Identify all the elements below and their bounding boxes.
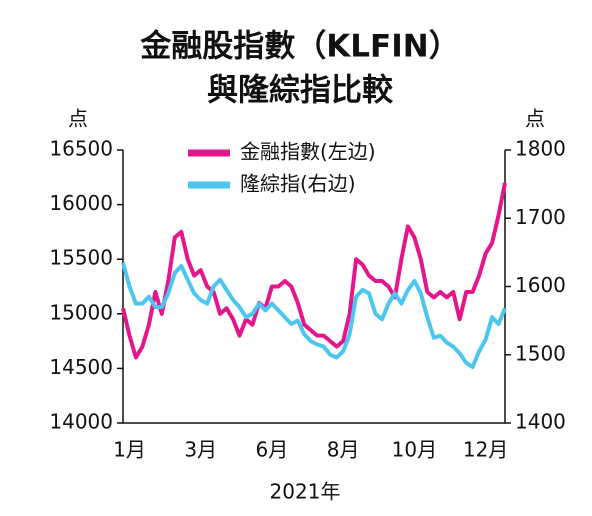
legend-label: 金融指數(左边) [240,140,376,164]
x-tick-label: 12月 [463,438,508,462]
y-tick-label: 15000 [49,300,113,324]
y-tick-label: 14000 [49,410,113,434]
x-tick-label: 8月 [327,438,360,462]
y-tick-label: 16500 [49,137,113,161]
y-axis-label: 点 [68,107,88,131]
y2-tick-label: 1800 [515,137,566,161]
series-line [121,262,507,369]
chart-title: 金融股指數（KLFIN） [139,29,459,65]
series-line [121,182,507,360]
y2-axis-label: 点 [525,107,545,131]
x-tick-label: 3月 [184,438,217,462]
y2-tick-label: 1500 [515,341,566,365]
y2-tick-label: 1700 [515,205,566,229]
y-tick-label: 16000 [49,191,113,215]
y2-tick-label: 1400 [515,410,566,434]
y-tick-label: 14500 [49,355,113,379]
x-tick-label: 1月 [113,438,146,462]
x-tick-label: 10月 [392,438,437,462]
legend-label: 隆綜指(右边) [240,172,356,196]
x-axis-label: 2021年 [270,480,341,504]
y2-tick-label: 1600 [515,273,566,297]
y-tick-label: 15500 [49,246,113,270]
chart-title: 與隆綜指比較 [207,73,394,109]
x-tick-label: 6月 [256,438,289,462]
